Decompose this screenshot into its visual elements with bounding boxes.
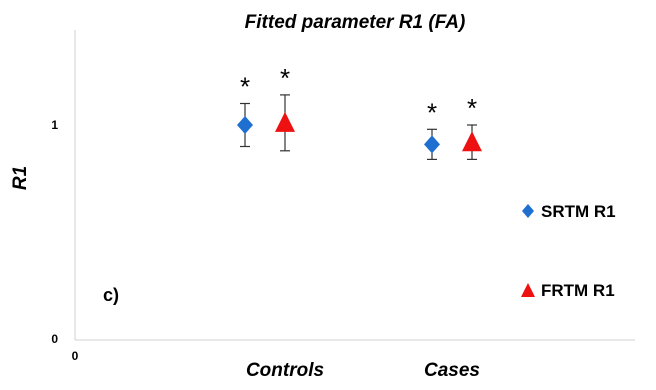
panel-label: c) [103,285,119,305]
category-label-controls: Controls [246,360,324,381]
category-label-cases: Cases [424,360,480,381]
data-point-srtm-cases [424,135,440,154]
significance-label-srtm-controls: * [240,72,250,102]
data-point-srtm-controls [237,116,253,134]
legend: SRTM R1 FRTM R1 [521,202,616,300]
legend-diamond-icon [522,204,534,218]
legend-label-srtm: SRTM R1 [541,202,616,221]
significance-label-frtm-controls: * [280,63,290,93]
data-marks: * * * * [237,63,482,160]
data-point-frtm-controls [275,111,295,132]
y-axis-label: R1 [10,166,31,190]
x-tick-label-0: 0 [72,349,79,363]
y-tick-label-1: 1 [51,118,58,132]
y-tick-label-0: 0 [51,332,58,346]
chart-title: Fitted parameter R1 (FA) [245,12,466,33]
significance-label-frtm-cases: * [467,93,477,123]
significance-label-srtm-cases: * [427,97,437,127]
legend-triangle-icon [521,283,535,297]
data-point-frtm-cases [462,131,482,152]
legend-label-frtm: FRTM R1 [541,281,615,300]
